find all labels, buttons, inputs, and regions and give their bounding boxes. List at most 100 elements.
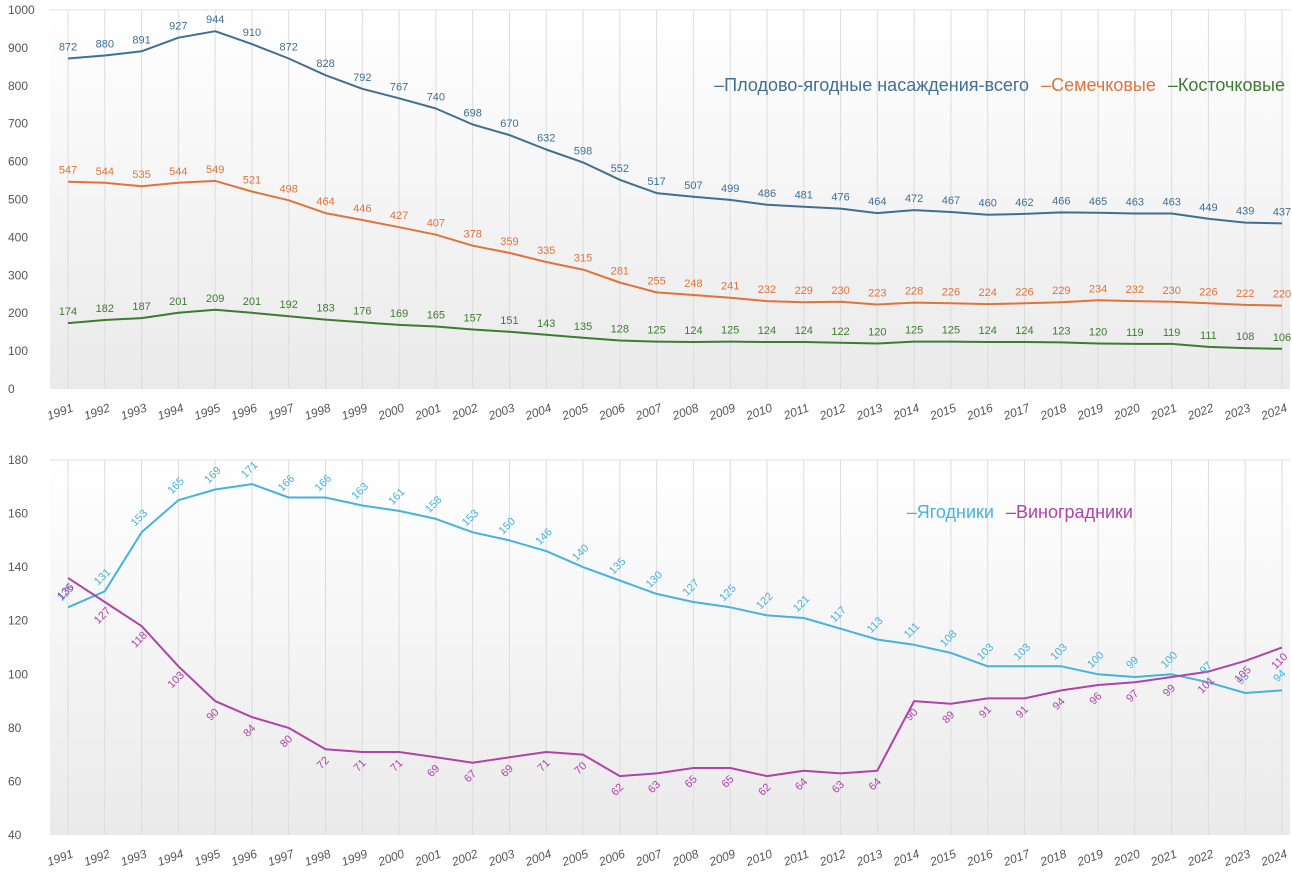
series-line-2 xyxy=(67,308,1283,350)
x-tick-label: 2000 xyxy=(375,847,406,870)
data-label: 192 xyxy=(280,299,298,311)
y-tick-label: 800 xyxy=(8,79,28,93)
y-tick-label: 60 xyxy=(8,774,22,788)
x-tick-label: 2019 xyxy=(1074,401,1105,424)
data-label: 128 xyxy=(611,323,629,335)
data-label: 891 xyxy=(132,34,150,46)
data-label: 476 xyxy=(831,192,849,204)
data-label: 549 xyxy=(206,164,224,176)
data-label: 335 xyxy=(537,245,555,257)
x-tick-label: 1995 xyxy=(192,847,222,869)
data-label: 174 xyxy=(59,306,77,318)
data-label: 481 xyxy=(795,190,813,202)
series-line-1 xyxy=(67,179,1283,307)
data-label: 463 xyxy=(1126,197,1144,209)
data-label: 228 xyxy=(905,286,923,298)
x-tick-label: 1993 xyxy=(119,401,149,423)
x-tick-label: 2016 xyxy=(964,847,995,870)
y-tick-label: 0 xyxy=(8,382,15,396)
data-label: 169 xyxy=(390,308,408,320)
data-label: 232 xyxy=(1126,284,1144,296)
data-label: 229 xyxy=(1052,285,1070,297)
x-tick-label: 1996 xyxy=(229,847,259,869)
x-tick-label: 2024 xyxy=(1258,847,1289,870)
x-tick-label: 2014 xyxy=(890,847,921,870)
x-tick-label: 2001 xyxy=(412,401,443,424)
legend-entry: –Семечковые xyxy=(1041,75,1156,95)
x-tick-label: 1994 xyxy=(156,847,186,869)
data-label: 119 xyxy=(1126,327,1144,339)
y-tick-label: 120 xyxy=(8,614,28,628)
x-tick-label: 2004 xyxy=(522,401,553,424)
data-label: 201 xyxy=(169,296,187,308)
data-label: 226 xyxy=(942,286,960,298)
legend-entry: –Плодово-ягодные насаждения-всего xyxy=(714,75,1029,95)
x-tick-label: 2019 xyxy=(1074,847,1105,870)
x-tick-label: 2009 xyxy=(706,847,737,870)
data-label: 828 xyxy=(316,58,334,70)
data-label: 698 xyxy=(463,107,481,119)
data-label: 632 xyxy=(537,132,555,144)
data-label: 767 xyxy=(390,81,408,93)
data-label: 378 xyxy=(463,229,481,241)
chart-top-fruit-plantings: 0 100 200 300 400 500 600 700 800 900 1000 1991 1992… xyxy=(8,3,1291,424)
x-tick-label: 1998 xyxy=(303,401,333,423)
x-tick-label: 2023 xyxy=(1221,847,1252,870)
data-label: 464 xyxy=(316,196,334,208)
x-tick-label: 1996 xyxy=(229,401,259,423)
x-tick-label: 2008 xyxy=(670,401,701,424)
y-tick-label: 80 xyxy=(8,721,22,735)
y-tick-label: 100 xyxy=(8,344,28,358)
x-tick-label: 2020 xyxy=(1111,847,1142,870)
x-tick-label: 1993 xyxy=(119,847,149,869)
x-tick-label: 2008 xyxy=(670,847,701,870)
x-tick-label: 1991 xyxy=(45,847,75,869)
y-tick-label: 900 xyxy=(8,41,28,55)
y-tick-label: 400 xyxy=(8,230,28,244)
data-label: 157 xyxy=(463,312,481,324)
x-tick-label: 2006 xyxy=(596,847,627,870)
data-label: 124 xyxy=(758,325,776,337)
data-label: 209 xyxy=(206,293,224,305)
data-label: 229 xyxy=(795,285,813,297)
y-tick-label: 100 xyxy=(8,667,28,681)
data-label: 498 xyxy=(280,183,298,195)
data-label: 544 xyxy=(96,166,114,178)
y-tick-label: 500 xyxy=(8,193,28,207)
data-label: 165 xyxy=(427,309,445,321)
data-label: 552 xyxy=(611,163,629,175)
data-label: 465 xyxy=(1089,196,1107,208)
data-label: 201 xyxy=(243,296,261,308)
data-label: 226 xyxy=(1015,286,1033,298)
data-label: 120 xyxy=(1089,327,1107,339)
data-label: 183 xyxy=(316,303,334,315)
x-tick-label: 2002 xyxy=(449,401,480,424)
data-label: 108 xyxy=(1236,331,1254,343)
x-tick-label: 2012 xyxy=(817,847,848,870)
data-label: 927 xyxy=(169,21,187,33)
x-tick-label: 1992 xyxy=(82,401,112,423)
data-label: 359 xyxy=(500,236,518,248)
data-label: 792 xyxy=(353,72,371,84)
x-tick-label: 2018 xyxy=(1037,847,1068,870)
data-label: 460 xyxy=(979,198,997,210)
x-tick-label: 1999 xyxy=(339,401,369,423)
data-label: 880 xyxy=(96,38,114,50)
chart-bottom-berries-vineyards: 40 60 80 100 120 140 160 180 1991 1992 1993 1994 199… xyxy=(8,453,1290,870)
data-label: 439 xyxy=(1236,206,1254,218)
data-label: 222 xyxy=(1236,288,1254,300)
x-tick-label: 2020 xyxy=(1111,401,1142,424)
data-label: 124 xyxy=(684,325,702,337)
data-label: 119 xyxy=(1163,327,1181,339)
data-label: 467 xyxy=(942,195,960,207)
x-tick-label: 2021 xyxy=(1148,401,1179,424)
data-label: 176 xyxy=(353,305,371,317)
x-tick-label: 2017 xyxy=(1001,846,1033,869)
data-label: 740 xyxy=(427,92,445,104)
x-tick-label: 1991 xyxy=(45,401,75,423)
x-tick-label: 2015 xyxy=(927,847,958,870)
data-label: 486 xyxy=(758,188,776,200)
data-label: 230 xyxy=(1162,285,1180,297)
x-tick-label: 2014 xyxy=(890,401,921,424)
data-label: 125 xyxy=(721,325,739,337)
